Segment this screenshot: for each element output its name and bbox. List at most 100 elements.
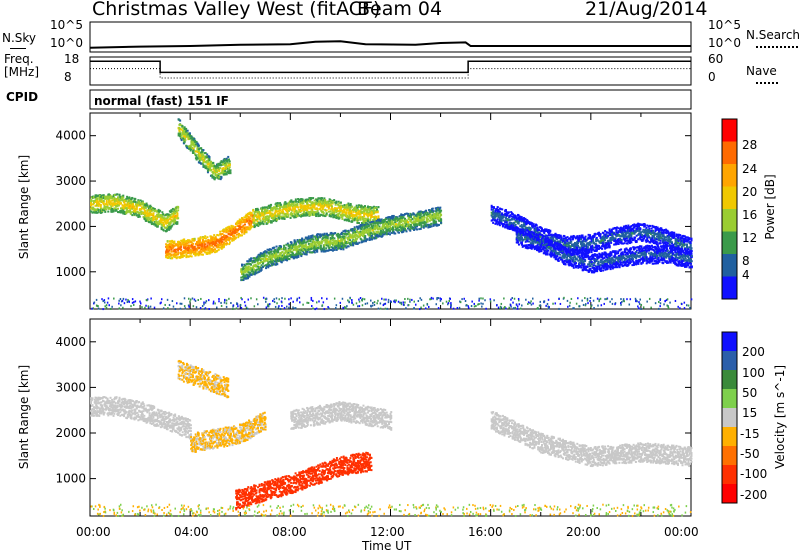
- power-cell: [244, 218, 247, 221]
- power-cell: [424, 212, 427, 215]
- power-cell: [177, 240, 180, 243]
- power-cell: [222, 230, 225, 233]
- power-cell: [329, 214, 332, 217]
- power-cell: [291, 205, 294, 208]
- power-cell: [288, 201, 291, 204]
- power-cell: [128, 198, 131, 201]
- power-cell: [246, 215, 249, 218]
- power-cell: [325, 244, 328, 247]
- power-cell: [168, 249, 171, 252]
- power-cell: [137, 204, 140, 207]
- power-cell: [105, 197, 108, 200]
- power-cell: [432, 210, 435, 213]
- power-cell: [199, 248, 202, 251]
- power-cell: [162, 221, 165, 224]
- power-cell: [270, 221, 273, 224]
- power-cell: [151, 208, 154, 211]
- power-cell: [332, 243, 335, 246]
- power-cell: [204, 237, 207, 240]
- power-cell: [266, 209, 269, 212]
- power-cell: [170, 242, 173, 245]
- power-cell: [299, 251, 302, 254]
- power-cell: [285, 206, 288, 209]
- power-cell: [367, 224, 370, 227]
- power-cell: [304, 243, 307, 246]
- power-cell: [370, 223, 373, 226]
- power-cell: [388, 225, 391, 228]
- power-cell: [358, 241, 361, 244]
- power-cell: [98, 203, 101, 206]
- power-cell: [298, 240, 301, 243]
- power-cell: [267, 216, 270, 219]
- x-tick: 08:00: [272, 525, 307, 539]
- power-cell: [352, 217, 355, 220]
- power-cell: [225, 227, 228, 230]
- chart-title: Christmas Valley West (fitACF): [92, 0, 381, 20]
- power-cell: [339, 201, 342, 204]
- power-cell: [197, 144, 200, 147]
- power-cell: [325, 242, 328, 245]
- power-cell: [196, 148, 199, 151]
- power-cell: [302, 251, 305, 254]
- power-cell: [354, 232, 357, 235]
- power-cell: [490, 208, 493, 211]
- power-cell: [105, 201, 108, 204]
- power-cell: [346, 230, 349, 233]
- power-cell: [278, 216, 281, 219]
- power-cell: [265, 255, 268, 258]
- power-cell: [253, 221, 256, 224]
- noise-left-tick-top: 10^5: [50, 18, 83, 32]
- power-cell: [229, 229, 232, 232]
- power-cell: [351, 209, 354, 212]
- power-cell: [355, 214, 358, 217]
- power-cell: [401, 217, 404, 220]
- power-cell: [492, 212, 495, 215]
- power-cell: [225, 240, 228, 243]
- power-cell: [244, 227, 247, 230]
- power-cell: [185, 249, 188, 252]
- power-cell: [243, 232, 246, 235]
- power-cell: [168, 227, 171, 230]
- power-cell: [214, 174, 217, 177]
- power-cell: [122, 196, 125, 199]
- power-cell: [135, 208, 138, 211]
- power-cell: [206, 241, 209, 244]
- power-cell: [144, 215, 147, 218]
- power-cell: [370, 220, 373, 223]
- power-cell: [207, 246, 210, 249]
- power-cell: [370, 215, 373, 218]
- power-cell: [201, 245, 204, 248]
- power-cell: [99, 200, 102, 203]
- power-cell: [432, 224, 435, 227]
- power-cell: [179, 241, 182, 244]
- power-cell: [224, 163, 227, 166]
- power-cell: [370, 238, 373, 241]
- power-cell: [440, 221, 443, 224]
- power-cell: [329, 199, 332, 202]
- power-cell: [182, 133, 185, 136]
- power-cell: [431, 211, 434, 214]
- power-cell: [327, 234, 330, 237]
- power-cell: [353, 234, 356, 237]
- power-cell: [94, 211, 97, 214]
- power-cell: [316, 208, 319, 211]
- power-cell: [399, 215, 402, 218]
- power-cell: [138, 212, 141, 215]
- power-cell: [226, 238, 229, 241]
- power-cell: [148, 214, 151, 217]
- power-cell: [391, 219, 394, 222]
- power-cell: [259, 261, 262, 264]
- power-cell: [104, 210, 107, 213]
- power-cell: [117, 207, 120, 210]
- power-cell: [207, 166, 210, 169]
- power-cell: [198, 250, 201, 253]
- power-cell: [304, 249, 307, 252]
- power-cell: [403, 225, 406, 228]
- power-cell: [385, 230, 388, 233]
- power-cell: [433, 213, 436, 216]
- power-cell: [285, 202, 288, 205]
- power-cell: [264, 211, 267, 214]
- power-cell: [390, 227, 393, 230]
- power-cell: [195, 158, 198, 161]
- power-cell: [206, 156, 209, 159]
